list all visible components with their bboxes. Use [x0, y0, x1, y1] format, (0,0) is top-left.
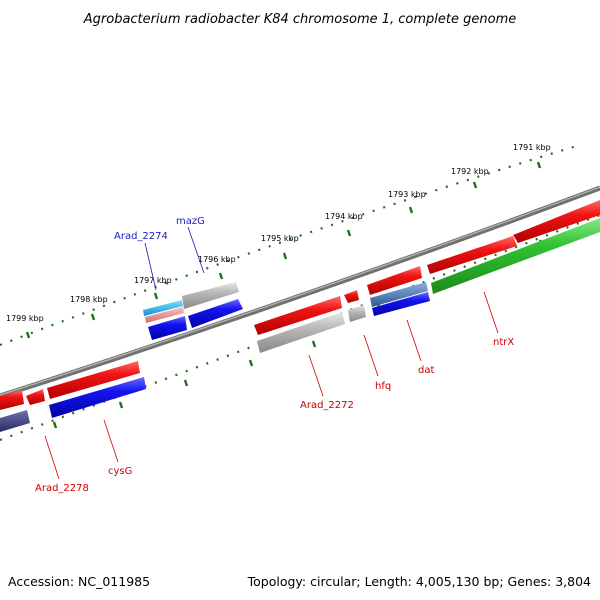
tick-label-1793: 1793 kbp: [388, 190, 426, 199]
major-tick: [282, 252, 288, 260]
leader-hfq: [363, 334, 379, 377]
tick-label-1795: 1795 kbp: [261, 234, 299, 243]
leader-arad-2272: [308, 354, 324, 397]
gene-fwd-red-a[interactable]: [254, 296, 342, 335]
outer-scale-track: [0, 143, 581, 347]
major-tick: [408, 206, 414, 214]
gene-arad-2278[interactable]: [0, 410, 30, 432]
tick-label-1798: 1798 kbp: [70, 295, 108, 304]
leader-mazg: [187, 226, 205, 274]
major-tick: [536, 161, 542, 169]
major-tick: [153, 292, 159, 300]
inner-major-tick: [311, 340, 317, 348]
gene-fwd-red-e[interactable]: [513, 200, 600, 243]
label-arad-2272[interactable]: Arad_2272: [300, 400, 354, 411]
major-tick: [90, 313, 96, 321]
label-arad-2278[interactable]: Arad_2278: [35, 483, 89, 494]
label-cysg[interactable]: cysG: [108, 466, 132, 477]
tick-label-1792: 1792 kbp: [451, 167, 489, 176]
label-ntrx[interactable]: ntrX: [493, 337, 514, 348]
inner-major-tick: [118, 401, 124, 409]
major-tick: [346, 229, 352, 237]
inner-major-tick: [248, 359, 254, 367]
label-dat[interactable]: dat: [418, 365, 434, 376]
map-title: Agrobacterium radiobacter K84 chromosome…: [83, 12, 516, 27]
leader-cysg: [103, 419, 119, 463]
tick-label-1796: 1796 kbp: [198, 255, 236, 264]
gene-fwd-red-left-1[interactable]: [0, 390, 24, 410]
inner-major-tick: [183, 379, 189, 387]
chromosome-backbone: [0, 185, 600, 399]
tick-label-1794: 1794 kbp: [325, 212, 363, 221]
tick-label-1791: 1791 kbp: [513, 143, 551, 152]
gene-fwd-red-c[interactable]: [367, 266, 422, 295]
tick-label-1799: 1799 kbp: [6, 314, 44, 323]
gene-fwd-red-b[interactable]: [344, 290, 359, 303]
gene-dat-top[interactable]: [370, 282, 428, 307]
inner-major-tick: [52, 421, 58, 429]
gene-blue-upper-2[interactable]: [188, 299, 243, 328]
forward-strand-genes: [0, 200, 600, 410]
gene-fwd-red-left-2[interactable]: [26, 389, 45, 405]
reverse-strand-genes: [0, 218, 600, 432]
leader-dat: [406, 319, 422, 362]
gene-blue-upper[interactable]: [148, 316, 187, 340]
gene-arad-2274-top[interactable]: [143, 300, 183, 316]
gene-hfq[interactable]: [348, 305, 366, 322]
gene-arad-2274-bottom[interactable]: [145, 307, 184, 323]
label-mazg[interactable]: mazG: [176, 216, 205, 227]
accession-text: Accession: NC_011985: [8, 574, 150, 589]
major-tick: [472, 181, 478, 189]
label-hfq[interactable]: hfq: [375, 381, 391, 392]
gene-ntrx[interactable]: [431, 218, 600, 294]
leader-arad-2278: [44, 435, 60, 480]
gene-fwd-red-left-3[interactable]: [47, 361, 140, 399]
leader-arad-2274: [144, 242, 157, 291]
genome-summary-text: Topology: circular; Length: 4,005,130 bp…: [247, 574, 591, 589]
gene-arad-2272[interactable]: [257, 312, 345, 353]
major-tick: [218, 272, 224, 280]
leader-ntrx: [483, 291, 499, 334]
tick-label-1797: 1797 kbp: [134, 276, 172, 285]
label-arad-2274[interactable]: Arad_2274: [114, 231, 168, 242]
gene-fwd-red-d[interactable]: [427, 236, 517, 274]
gene-dat-bottom[interactable]: [372, 292, 430, 316]
gene-mazg-fwd[interactable]: [182, 282, 239, 309]
major-tick: [25, 331, 31, 339]
gene-cysg[interactable]: [49, 377, 146, 418]
chromosome-backbone-highlight: [0, 186, 600, 396]
